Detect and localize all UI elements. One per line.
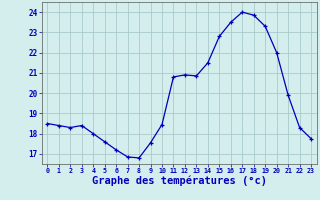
X-axis label: Graphe des températures (°c): Graphe des températures (°c) (92, 176, 267, 186)
